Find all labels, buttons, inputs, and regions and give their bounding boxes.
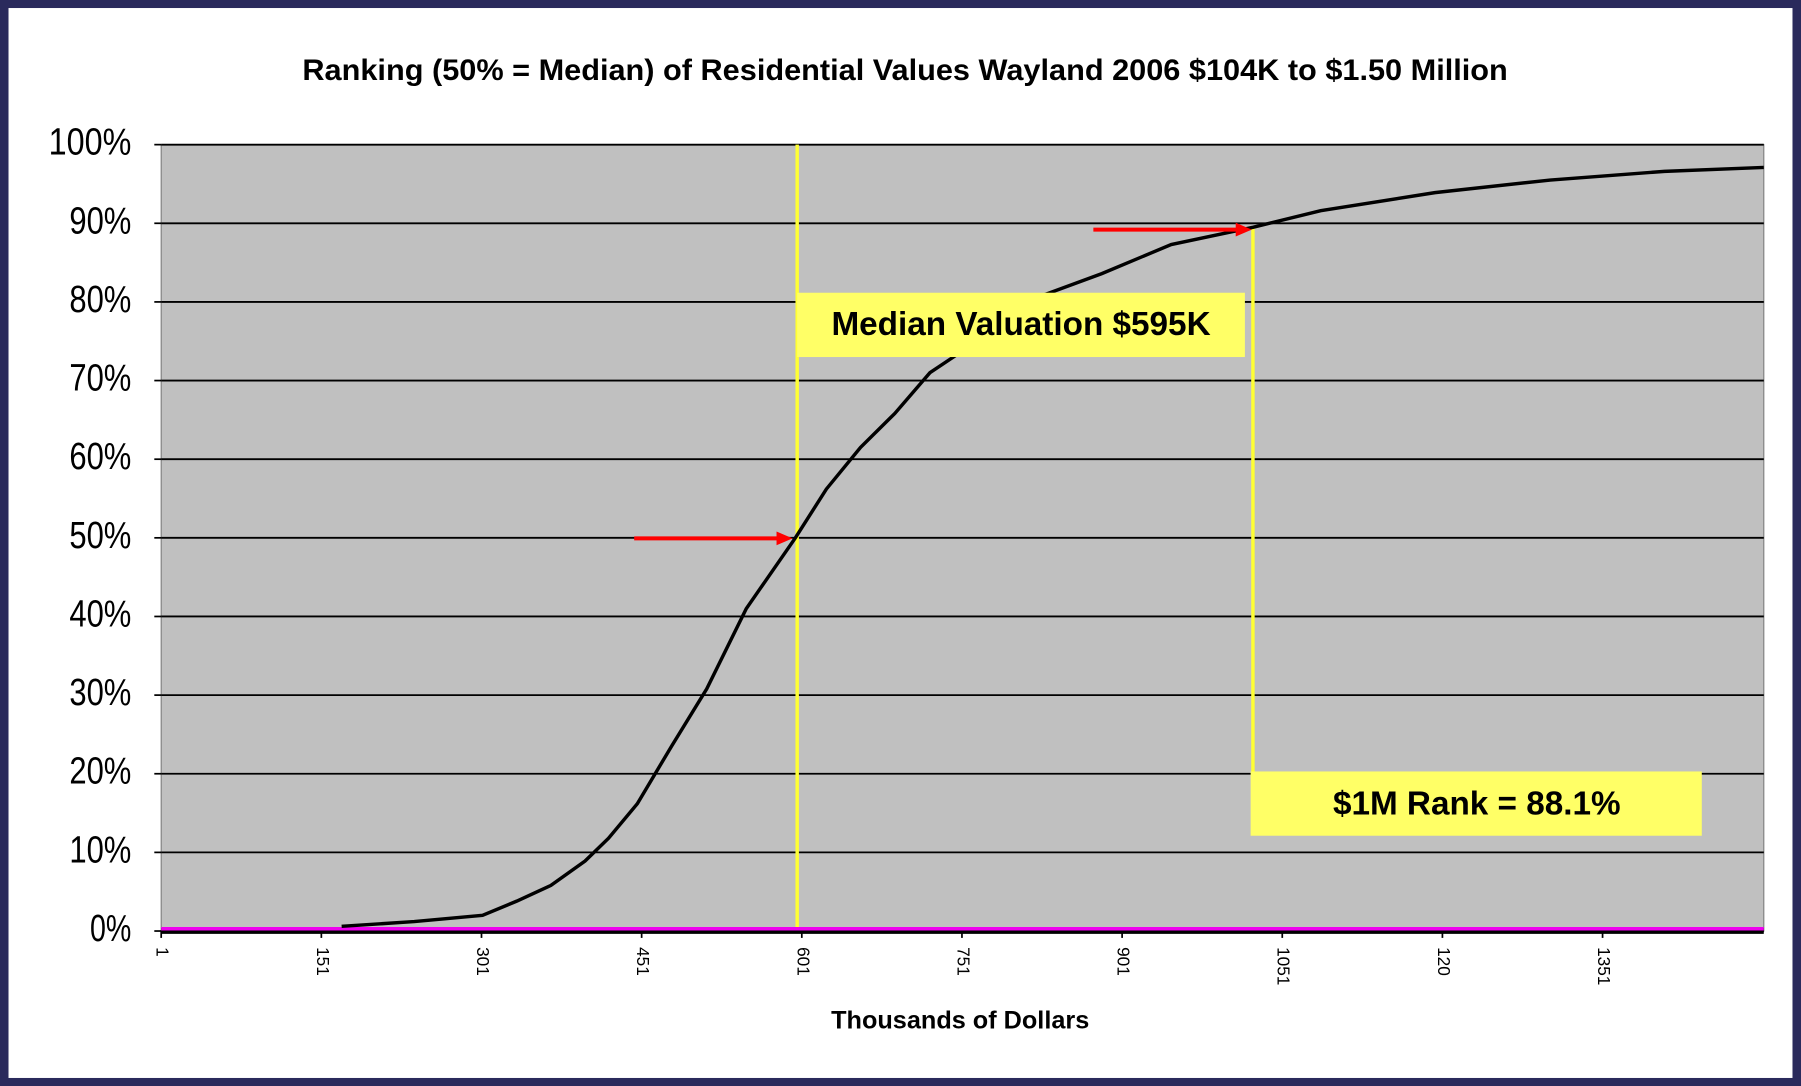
arrow-head bbox=[776, 531, 793, 546]
x-tick-label: 751 bbox=[953, 947, 973, 976]
y-tick-label: 100% bbox=[49, 122, 132, 164]
x-axis-label: Thousands of Dollars bbox=[831, 1006, 1089, 1034]
y-tick-label: 80% bbox=[69, 279, 131, 321]
line-series bbox=[341, 165, 1764, 929]
arrow-head bbox=[1235, 222, 1252, 237]
annotation-box bbox=[797, 292, 1245, 358]
chart-title: Ranking (50% = Median) of Residential Va… bbox=[302, 54, 1507, 87]
y-tick-label: 90% bbox=[69, 200, 131, 242]
y-tick-label: 50% bbox=[69, 515, 131, 557]
x-tick-label: 601 bbox=[793, 947, 813, 976]
x-tick-label: 1 bbox=[153, 947, 173, 957]
annotation-box bbox=[1250, 771, 1702, 836]
x-tick-label: 901 bbox=[1114, 947, 1134, 976]
x-tick-label: 1051 bbox=[1274, 947, 1294, 985]
y-tick-label: 20% bbox=[69, 751, 131, 793]
annotation: $1M Rank = 88.1% bbox=[1333, 786, 1621, 823]
y-tick-label: 10% bbox=[69, 829, 131, 871]
y-tick-label: 40% bbox=[69, 593, 131, 635]
x-tick-label: 120 bbox=[1434, 947, 1454, 976]
y-tick-label: 30% bbox=[69, 672, 131, 714]
y-tick-label: 0% bbox=[90, 908, 131, 950]
x-tick-label: 151 bbox=[313, 947, 333, 976]
x-tick-label: 1351 bbox=[1594, 947, 1614, 985]
plot: 0% 10% 20% 30% 40% 50% 60% 70% 80% 90% 100% 1 151 301… bbox=[49, 122, 1765, 985]
annotation: Median Valuation $595K bbox=[831, 306, 1210, 343]
y-tick-label: 60% bbox=[69, 436, 131, 478]
x-tick-label: 301 bbox=[473, 947, 493, 976]
x-tick-label: 451 bbox=[633, 947, 653, 976]
y-tick-label: 70% bbox=[69, 358, 131, 400]
